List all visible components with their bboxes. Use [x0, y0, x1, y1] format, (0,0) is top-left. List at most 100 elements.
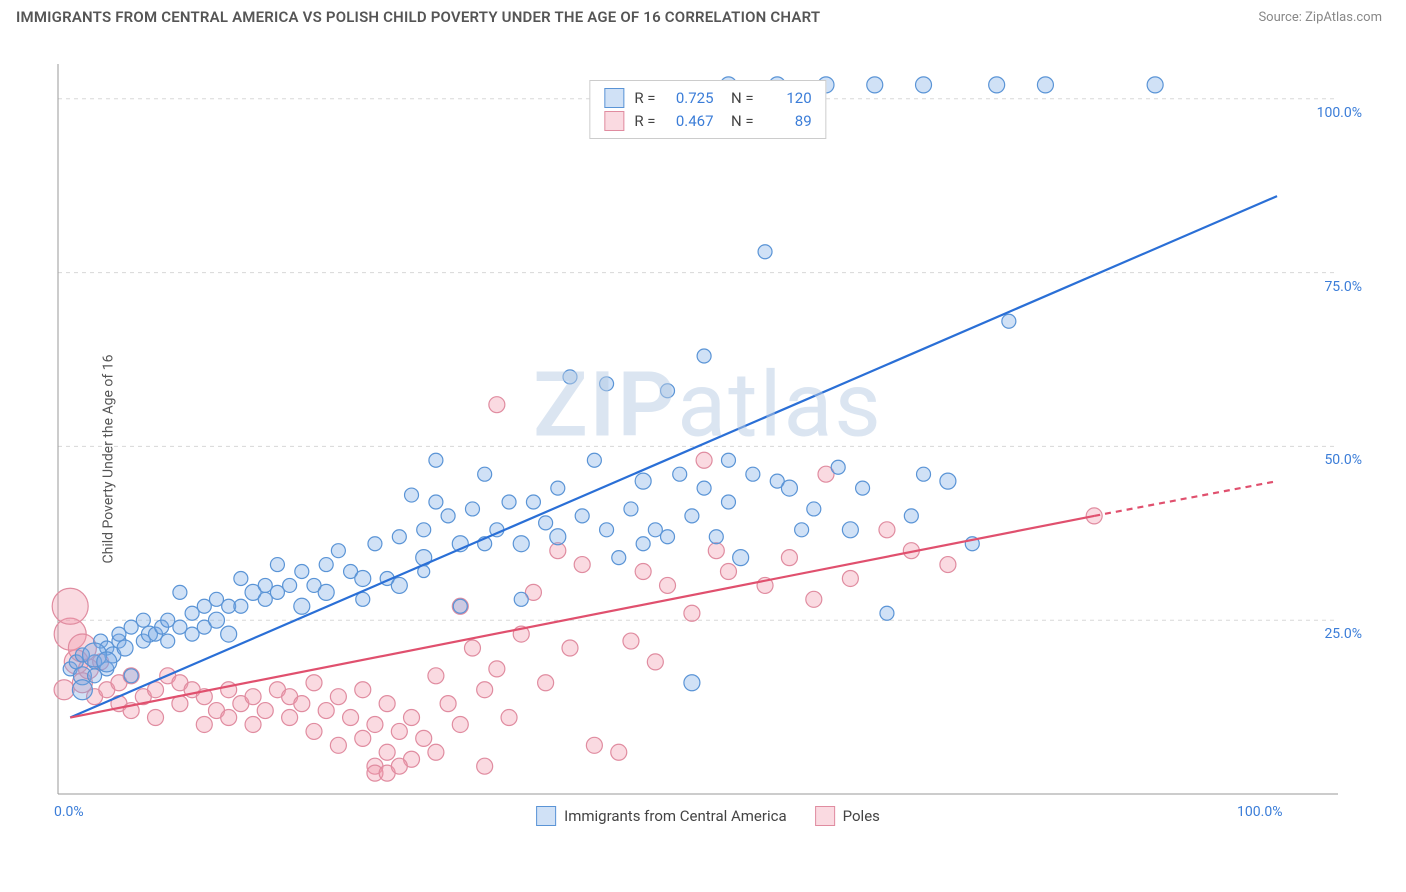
data-point-central_america	[97, 652, 117, 672]
y-tick-label: 25.0%	[1324, 626, 1362, 642]
data-point-poles	[623, 633, 639, 649]
x-tick-label: 0.0%	[54, 804, 84, 820]
data-point-central_america	[697, 481, 711, 495]
data-point-central_america	[441, 509, 455, 523]
data-point-poles	[54, 680, 74, 700]
data-point-poles	[647, 654, 663, 670]
source-link[interactable]: ZipAtlas.com	[1305, 10, 1382, 25]
data-point-central_america	[319, 558, 333, 572]
data-point-poles	[355, 682, 371, 698]
data-point-central_america	[721, 495, 735, 509]
legend-swatch	[604, 88, 624, 108]
data-point-poles	[416, 730, 432, 746]
data-point-central_america	[989, 77, 1005, 93]
data-point-central_america	[161, 634, 175, 648]
legend-n-label: N =	[724, 110, 754, 133]
data-point-poles	[562, 640, 578, 656]
data-point-central_america	[513, 536, 529, 552]
legend-row-poles: R =0.467 N =89	[604, 110, 811, 133]
data-point-central_america	[795, 523, 809, 537]
legend-n-value: 89	[764, 110, 812, 133]
data-point-central_america	[478, 467, 492, 481]
legend-label: Immigrants from Central America	[564, 807, 787, 825]
data-point-central_america	[575, 509, 589, 523]
data-point-central_america	[124, 669, 138, 683]
data-point-poles	[635, 564, 651, 580]
data-point-poles	[940, 557, 956, 573]
data-point-central_america	[880, 606, 894, 620]
data-point-central_america	[526, 495, 540, 509]
data-point-central_america	[368, 537, 382, 551]
data-point-poles	[781, 550, 797, 566]
data-point-central_america	[221, 626, 237, 642]
data-point-poles	[660, 577, 676, 593]
legend-item: Immigrants from Central America	[536, 806, 787, 826]
data-point-central_america	[429, 453, 443, 467]
data-point-poles	[489, 397, 505, 413]
data-point-poles	[586, 737, 602, 753]
data-point-central_america	[551, 481, 565, 495]
data-point-central_america	[856, 481, 870, 495]
data-point-central_america	[283, 578, 297, 592]
data-point-poles	[464, 640, 480, 656]
data-point-poles	[52, 588, 88, 624]
data-point-central_america	[831, 460, 845, 474]
data-point-central_america	[781, 480, 797, 496]
data-point-poles	[148, 710, 164, 726]
data-point-poles	[196, 716, 212, 732]
chart-title: IMMIGRANTS FROM CENTRAL AMERICA VS POLIS…	[16, 8, 820, 26]
legend-n-value: 120	[764, 87, 812, 110]
legend-swatch	[815, 806, 835, 826]
data-point-central_america	[136, 613, 150, 627]
data-point-poles	[257, 703, 273, 719]
data-point-central_america	[684, 675, 700, 691]
data-point-central_america	[807, 502, 821, 516]
data-point-poles	[684, 605, 700, 621]
legend-r-label: R =	[634, 110, 655, 133]
data-point-poles	[245, 716, 261, 732]
data-point-central_america	[746, 467, 760, 481]
data-point-central_america	[514, 592, 528, 606]
data-point-poles	[611, 744, 627, 760]
data-point-central_america	[697, 349, 711, 363]
data-point-poles	[538, 675, 554, 691]
data-point-poles	[404, 710, 420, 726]
data-point-central_america	[587, 453, 601, 467]
data-point-poles	[391, 723, 407, 739]
data-point-poles	[574, 557, 590, 573]
data-point-central_america	[1037, 77, 1053, 93]
data-point-central_america	[117, 640, 133, 656]
legend-label: Poles	[843, 807, 880, 825]
data-point-poles	[720, 564, 736, 580]
x-tick-label: 100.0%	[1237, 804, 1282, 820]
data-point-poles	[477, 758, 493, 774]
data-point-central_america	[72, 680, 92, 700]
data-point-poles	[306, 675, 322, 691]
data-point-central_america	[916, 77, 932, 93]
legend-item: Poles	[815, 806, 880, 826]
data-point-central_america	[318, 584, 334, 600]
data-point-central_america	[733, 550, 749, 566]
data-point-central_america	[661, 384, 675, 398]
legend-swatch	[604, 111, 624, 131]
data-point-central_america	[502, 495, 516, 509]
y-tick-label: 100.0%	[1317, 105, 1362, 121]
data-point-central_america	[392, 530, 406, 544]
data-point-central_america	[917, 467, 931, 481]
data-point-poles	[355, 730, 371, 746]
y-tick-label: 75.0%	[1324, 279, 1362, 295]
data-point-poles	[245, 689, 261, 705]
y-tick-label: 50.0%	[1324, 452, 1362, 468]
data-point-central_america	[721, 453, 735, 467]
data-point-poles	[367, 716, 383, 732]
data-point-central_america	[904, 509, 918, 523]
data-point-poles	[708, 543, 724, 559]
data-point-central_america	[685, 509, 699, 523]
series-legend: Immigrants from Central America Poles	[536, 806, 880, 826]
data-point-central_america	[612, 551, 626, 565]
legend-n-label: N =	[724, 87, 754, 110]
data-point-central_america	[867, 77, 883, 93]
data-point-poles	[806, 591, 822, 607]
correlation-legend: R =0.725 N =120R =0.467 N =89	[589, 80, 826, 139]
data-point-central_america	[465, 502, 479, 516]
